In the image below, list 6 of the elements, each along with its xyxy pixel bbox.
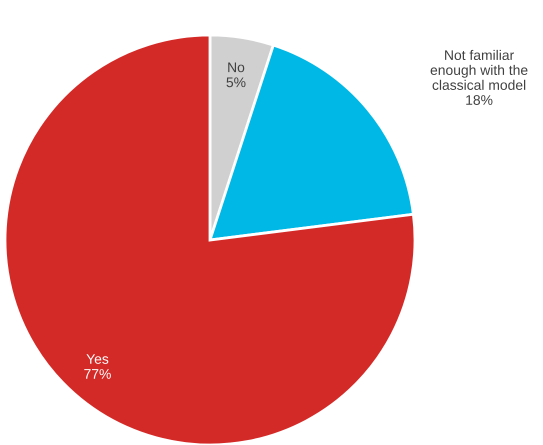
data-label: 5%: [226, 77, 246, 88]
data-label: 18%: [466, 95, 492, 105]
data-label: 77%: [84, 369, 111, 379]
slice-label: Not familiar enough with the classical model: [430, 50, 528, 90]
slice-label: No: [228, 62, 244, 72]
slice-label: Yes: [86, 354, 108, 364]
